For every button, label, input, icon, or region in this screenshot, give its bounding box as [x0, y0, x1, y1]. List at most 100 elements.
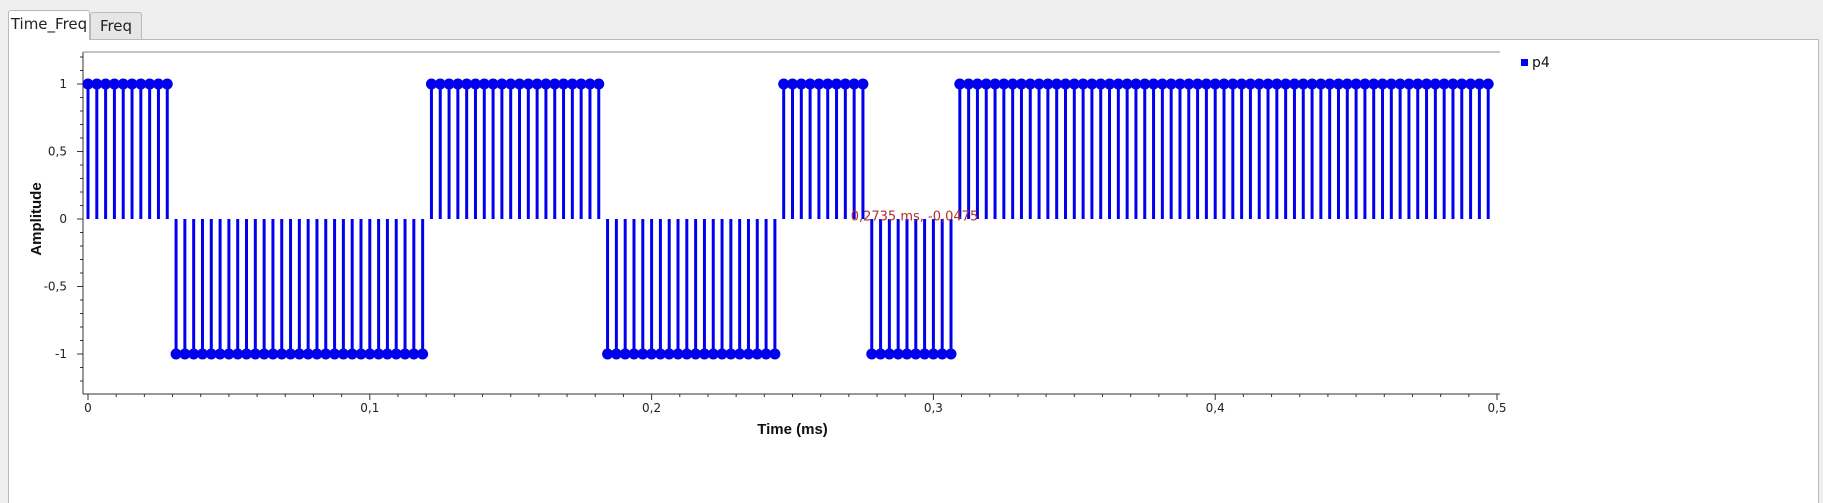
stem-point[interactable] — [1403, 78, 1415, 90]
stem-point[interactable] — [1412, 78, 1424, 90]
stem-point[interactable] — [417, 348, 429, 360]
stem-point[interactable] — [558, 78, 570, 90]
stem-point[interactable] — [505, 78, 517, 90]
stem-point[interactable] — [1024, 78, 1036, 90]
stem-point[interactable] — [998, 78, 1010, 90]
stem-point[interactable] — [293, 348, 305, 360]
stem-point[interactable] — [1236, 78, 1248, 90]
stem-point[interactable] — [170, 348, 182, 360]
stem-point[interactable] — [654, 348, 666, 360]
stem-point[interactable] — [1288, 78, 1300, 90]
stem-point[interactable] — [214, 348, 226, 360]
legend[interactable]: p4 — [1521, 55, 1550, 71]
stem-point[interactable] — [1332, 78, 1344, 90]
stem-point[interactable] — [311, 348, 323, 360]
stem-point[interactable] — [1385, 78, 1397, 90]
stem-point[interactable] — [478, 78, 490, 90]
stem-point[interactable] — [980, 78, 992, 90]
stem-point[interactable] — [258, 348, 270, 360]
stem-point[interactable] — [822, 78, 834, 90]
stem-point[interactable] — [1438, 78, 1450, 90]
stem-point[interactable] — [778, 78, 790, 90]
stem-point[interactable] — [610, 348, 622, 360]
stem-point[interactable] — [945, 348, 957, 360]
stem-point[interactable] — [1148, 78, 1160, 90]
stem-point[interactable] — [514, 78, 526, 90]
stem-point[interactable] — [910, 348, 922, 360]
stem-point[interactable] — [443, 78, 455, 90]
stem-point[interactable] — [1112, 78, 1124, 90]
stem-point[interactable] — [936, 348, 948, 360]
stem-point[interactable] — [276, 348, 288, 360]
stem-point[interactable] — [1051, 78, 1063, 90]
stem-point[interactable] — [1429, 78, 1441, 90]
stem-point[interactable] — [848, 78, 860, 90]
stem-point[interactable] — [399, 348, 411, 360]
stem-point[interactable] — [100, 78, 112, 90]
stem-point[interactable] — [346, 348, 358, 360]
stem-point[interactable] — [1077, 78, 1089, 90]
stem-point[interactable] — [408, 348, 420, 360]
stem-point[interactable] — [329, 348, 341, 360]
stem-point[interactable] — [1465, 78, 1477, 90]
stem-point[interactable] — [646, 348, 658, 360]
stem-point[interactable] — [602, 348, 614, 360]
stem-point[interactable] — [152, 78, 164, 90]
stem-point[interactable] — [1042, 78, 1054, 90]
stem-point[interactable] — [751, 348, 763, 360]
stem-point[interactable] — [760, 348, 772, 360]
stem-point[interactable] — [1473, 78, 1485, 90]
stem-point[interactable] — [249, 348, 261, 360]
stem-point[interactable] — [1315, 78, 1327, 90]
stem-point[interactable] — [196, 348, 208, 360]
stem-point[interactable] — [1059, 78, 1071, 90]
stem-point[interactable] — [1007, 78, 1019, 90]
stem-point[interactable] — [126, 78, 138, 90]
stem-point[interactable] — [901, 348, 913, 360]
stem-point[interactable] — [593, 78, 605, 90]
stem-point[interactable] — [875, 348, 887, 360]
stem-point[interactable] — [241, 348, 253, 360]
stem-point[interactable] — [1192, 78, 1204, 90]
stem-point[interactable] — [681, 348, 693, 360]
stem-point[interactable] — [144, 78, 156, 90]
stem-point[interactable] — [813, 78, 825, 90]
stem-point[interactable] — [1218, 78, 1230, 90]
stem-point[interactable] — [1244, 78, 1256, 90]
stem-point[interactable] — [954, 78, 966, 90]
stem-point[interactable] — [108, 78, 120, 90]
stem-point[interactable] — [179, 348, 191, 360]
stem-point[interactable] — [355, 348, 367, 360]
stem-point[interactable] — [1341, 78, 1353, 90]
stem-point[interactable] — [725, 348, 737, 360]
stem-point[interactable] — [1165, 78, 1177, 90]
stem-point[interactable] — [1183, 78, 1195, 90]
stem-point[interactable] — [373, 348, 385, 360]
stem-point[interactable] — [971, 78, 983, 90]
stem-point[interactable] — [302, 348, 314, 360]
stem-point[interactable] — [1482, 78, 1494, 90]
stem-point[interactable] — [1174, 78, 1186, 90]
stem-point[interactable] — [690, 348, 702, 360]
stem-point[interactable] — [223, 348, 235, 360]
stem-point[interactable] — [698, 348, 710, 360]
stem-point[interactable] — [804, 78, 816, 90]
stem-point[interactable] — [91, 78, 103, 90]
stem-point[interactable] — [707, 348, 719, 360]
stem-point[interactable] — [117, 78, 129, 90]
stem-point[interactable] — [1306, 78, 1318, 90]
stem-point[interactable] — [1324, 78, 1336, 90]
stem-point[interactable] — [1068, 78, 1080, 90]
stem-point[interactable] — [267, 348, 279, 360]
stem-point[interactable] — [1394, 78, 1406, 90]
stem-point[interactable] — [161, 78, 173, 90]
stem-point[interactable] — [1121, 78, 1133, 90]
stem-point[interactable] — [434, 78, 446, 90]
stem-point[interactable] — [1200, 78, 1212, 90]
stem-point[interactable] — [461, 78, 473, 90]
stem-point[interactable] — [734, 348, 746, 360]
stem-point[interactable] — [205, 348, 217, 360]
stem-point[interactable] — [1209, 78, 1221, 90]
tab-time-freq[interactable]: Time_Freq — [8, 10, 90, 40]
stem-point[interactable] — [927, 348, 939, 360]
